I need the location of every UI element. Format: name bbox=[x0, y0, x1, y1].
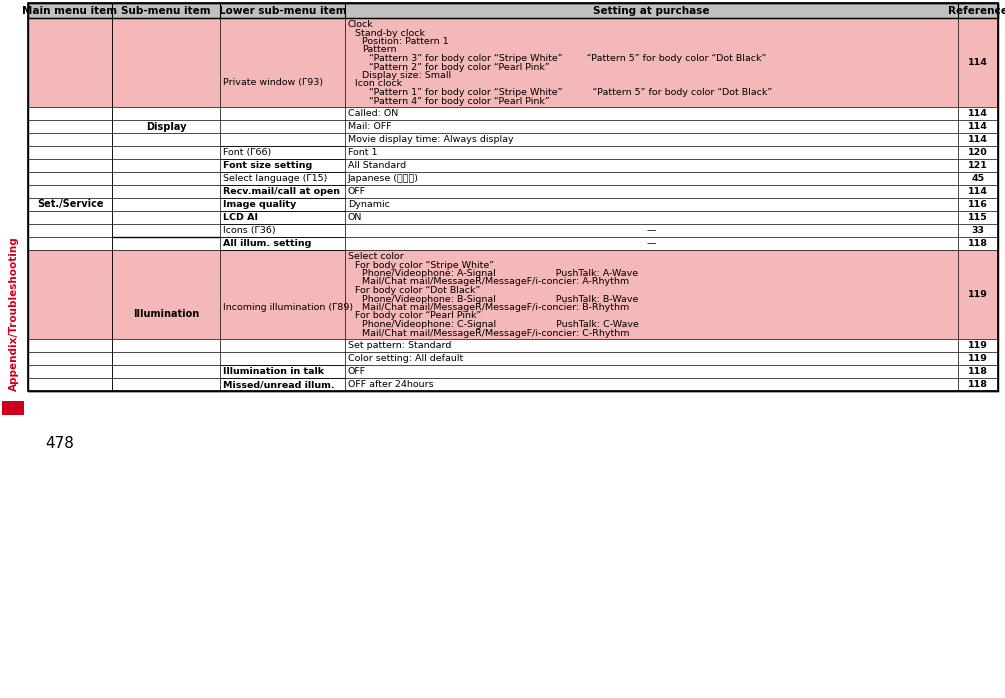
Text: OFF: OFF bbox=[348, 187, 366, 196]
Bar bbox=[28, 18, 998, 107]
Bar bbox=[28, 352, 998, 365]
Bar bbox=[2, 401, 24, 415]
Text: Phone/Videophone: B-Signal                    PushTalk: B-Wave: Phone/Videophone: B-Signal PushTalk: B-W… bbox=[362, 295, 638, 304]
Text: Phone/Videophone: A-Signal                    PushTalk: A-Wave: Phone/Videophone: A-Signal PushTalk: A-W… bbox=[362, 269, 638, 278]
Text: Image quality: Image quality bbox=[223, 200, 296, 209]
Text: Mail: OFF: Mail: OFF bbox=[348, 122, 392, 131]
Text: Select language (Γ15): Select language (Γ15) bbox=[223, 174, 328, 183]
Text: Private window (Γ93): Private window (Γ93) bbox=[223, 77, 324, 87]
Text: Phone/Videophone: C-Signal                    PushTalk: C-Wave: Phone/Videophone: C-Signal PushTalk: C-W… bbox=[362, 320, 639, 329]
Text: Set./Service: Set./Service bbox=[37, 200, 104, 209]
Text: Display size: Small: Display size: Small bbox=[362, 71, 451, 80]
Text: Japanese (日本語): Japanese (日本語) bbox=[348, 174, 419, 183]
Text: Recv.mail/call at open: Recv.mail/call at open bbox=[223, 187, 340, 196]
Text: 478: 478 bbox=[45, 436, 74, 451]
Text: Mail/Chat mail/MessageR/MessageF/i-concier: A-Rhythm: Mail/Chat mail/MessageR/MessageF/i-conci… bbox=[362, 278, 629, 286]
Bar bbox=[28, 250, 998, 339]
Text: Illumination: Illumination bbox=[133, 309, 199, 319]
Text: Font size setting: Font size setting bbox=[223, 161, 313, 170]
Text: Appendix/Troubleshooting: Appendix/Troubleshooting bbox=[9, 237, 19, 392]
Text: Font 1: Font 1 bbox=[348, 148, 378, 157]
Text: Mail/Chat mail/MessageR/MessageF/i-concier: C-Rhythm: Mail/Chat mail/MessageR/MessageF/i-conci… bbox=[362, 329, 629, 338]
Bar bbox=[28, 339, 998, 352]
Text: 116: 116 bbox=[968, 200, 988, 209]
Text: LCD AI: LCD AI bbox=[223, 213, 258, 222]
Text: For body color “Stripe White”: For body color “Stripe White” bbox=[355, 260, 494, 269]
Text: Icons (Γ36): Icons (Γ36) bbox=[223, 226, 275, 235]
Text: Reference: Reference bbox=[948, 6, 1005, 15]
Text: Position: Pattern 1: Position: Pattern 1 bbox=[362, 37, 448, 46]
Text: Main menu item: Main menu item bbox=[22, 6, 118, 15]
Text: 120: 120 bbox=[968, 148, 988, 157]
Text: —: — bbox=[647, 239, 656, 248]
Bar bbox=[28, 146, 998, 159]
Text: 121: 121 bbox=[968, 161, 988, 170]
Text: 118: 118 bbox=[968, 367, 988, 376]
Text: Mail/Chat mail/MessageR/MessageF/i-concier: B-Rhythm: Mail/Chat mail/MessageR/MessageF/i-conci… bbox=[362, 303, 629, 312]
Text: Select color: Select color bbox=[348, 252, 404, 261]
Text: 119: 119 bbox=[968, 290, 988, 299]
Text: “Pattern 1” for body color “Stripe White”          “Pattern 5” for body color “D: “Pattern 1” for body color “Stripe White… bbox=[369, 88, 772, 97]
Text: Illumination in talk: Illumination in talk bbox=[223, 367, 325, 376]
Text: Clock: Clock bbox=[348, 20, 374, 29]
Text: Pattern: Pattern bbox=[362, 45, 397, 54]
Text: 45: 45 bbox=[972, 174, 985, 183]
Text: Dynamic: Dynamic bbox=[348, 200, 390, 209]
Text: Movie display time: Always display: Movie display time: Always display bbox=[348, 135, 514, 144]
Text: 118: 118 bbox=[968, 239, 988, 248]
Text: Stand-by clock: Stand-by clock bbox=[355, 29, 425, 38]
Bar bbox=[28, 3, 998, 391]
Text: 114: 114 bbox=[968, 109, 988, 118]
Text: 114: 114 bbox=[968, 58, 988, 67]
Bar bbox=[28, 198, 998, 211]
Text: 114: 114 bbox=[968, 122, 988, 131]
Text: Color setting: All default: Color setting: All default bbox=[348, 354, 463, 363]
Text: 114: 114 bbox=[968, 135, 988, 144]
Bar bbox=[28, 3, 998, 18]
Bar bbox=[28, 159, 998, 172]
Text: 33: 33 bbox=[972, 226, 985, 235]
Text: Set pattern: Standard: Set pattern: Standard bbox=[348, 341, 451, 350]
Text: 119: 119 bbox=[968, 354, 988, 363]
Text: Setting at purchase: Setting at purchase bbox=[593, 6, 710, 15]
Text: OFF: OFF bbox=[348, 367, 366, 376]
Text: For body color “Dot Black”: For body color “Dot Black” bbox=[355, 286, 480, 295]
Bar bbox=[28, 237, 998, 250]
Bar bbox=[28, 185, 998, 198]
Text: All illum. setting: All illum. setting bbox=[223, 239, 312, 248]
Bar bbox=[28, 172, 998, 185]
Bar bbox=[28, 133, 998, 146]
Bar bbox=[28, 224, 998, 237]
Text: All Standard: All Standard bbox=[348, 161, 406, 170]
Text: Font (Γ66): Font (Γ66) bbox=[223, 148, 271, 157]
Text: Display: Display bbox=[146, 123, 186, 133]
Bar bbox=[28, 107, 998, 120]
Text: Lower sub-menu item: Lower sub-menu item bbox=[219, 6, 347, 15]
Text: Icon clock: Icon clock bbox=[355, 80, 402, 89]
Text: Incoming illumination (Γ89): Incoming illumination (Γ89) bbox=[223, 303, 353, 312]
Text: For body color “Pearl Pink”: For body color “Pearl Pink” bbox=[355, 311, 481, 320]
Text: ON: ON bbox=[348, 213, 363, 222]
Text: Sub-menu item: Sub-menu item bbox=[122, 6, 211, 15]
Text: “Pattern 2” for body color “Pearl Pink”: “Pattern 2” for body color “Pearl Pink” bbox=[369, 63, 550, 71]
Text: 115: 115 bbox=[968, 213, 988, 222]
Bar bbox=[28, 3, 998, 391]
Bar bbox=[28, 365, 998, 378]
Bar bbox=[28, 211, 998, 224]
Bar bbox=[28, 378, 998, 391]
Bar bbox=[28, 120, 998, 133]
Text: Missed/unread illum.: Missed/unread illum. bbox=[223, 380, 335, 389]
Text: 114: 114 bbox=[968, 187, 988, 196]
Text: —: — bbox=[647, 226, 656, 235]
Text: 119: 119 bbox=[968, 341, 988, 350]
Text: 118: 118 bbox=[968, 380, 988, 389]
Text: Called: ON: Called: ON bbox=[348, 109, 398, 118]
Text: OFF after 24hours: OFF after 24hours bbox=[348, 380, 433, 389]
Text: “Pattern 3” for body color “Stripe White”        “Pattern 5” for body color “Dot: “Pattern 3” for body color “Stripe White… bbox=[369, 54, 767, 63]
Text: “Pattern 4” for body color “Pearl Pink”: “Pattern 4” for body color “Pearl Pink” bbox=[369, 96, 550, 105]
